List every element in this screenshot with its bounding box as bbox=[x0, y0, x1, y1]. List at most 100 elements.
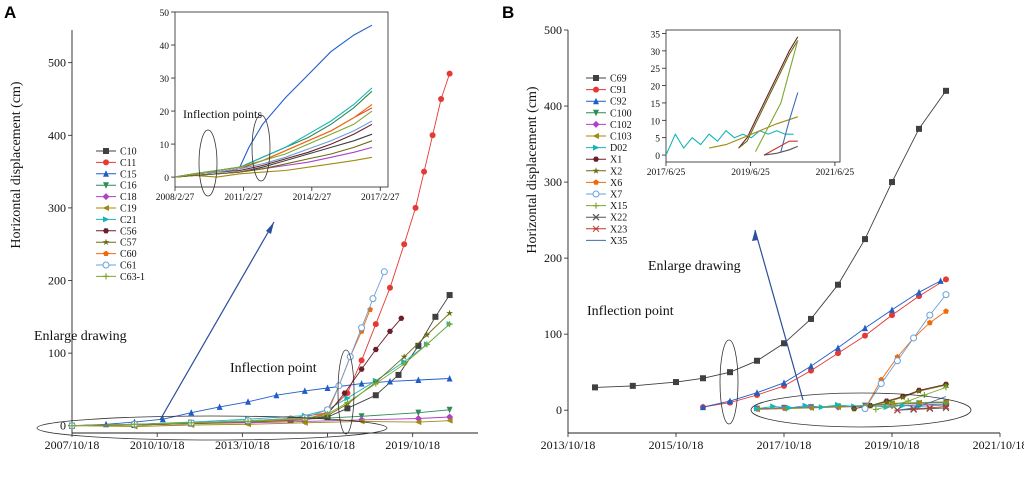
a-main-x-tick-label: 2007/10/18 bbox=[45, 438, 100, 452]
b-main-point-c92 bbox=[727, 397, 733, 405]
b-main-point-c92 bbox=[700, 403, 706, 411]
a-main-point-c11 bbox=[438, 95, 445, 102]
b-main-point-x15 bbox=[921, 391, 928, 398]
b-main-point-d02 bbox=[899, 402, 907, 409]
a-main-point-c15 bbox=[358, 380, 365, 387]
enlarge-arrow-b bbox=[754, 229, 804, 401]
b-main-point-x2 bbox=[867, 402, 874, 409]
inflection-ellipse-a bbox=[337, 349, 355, 435]
a-main-y-tick-label: 200 bbox=[48, 274, 66, 288]
b-main-point-x7 bbox=[942, 291, 950, 299]
legend-b-swatch-marker bbox=[593, 109, 599, 117]
legend-b-swatch-marker bbox=[593, 179, 599, 185]
b-main-point-c69 bbox=[916, 125, 922, 132]
legend-b-item-x22: X22 bbox=[586, 213, 627, 224]
b-main-point-x15 bbox=[889, 402, 895, 409]
enlarge-region-ellipse-b bbox=[750, 392, 972, 428]
chart-a-inset: 0 10 20 30 40 50 2008/2/27 2011/2/27 2014/2/27 20… bbox=[156, 9, 400, 203]
legend-b: C69C91C92C100C102C103D02X1X2X6X7X15X22X2… bbox=[586, 74, 632, 247]
b-main-point-x7 bbox=[877, 380, 885, 388]
legend-b-item-c92: C92 bbox=[586, 97, 627, 108]
a-main-point-c63-1 bbox=[446, 321, 453, 328]
b-main-point-c91 bbox=[943, 276, 949, 283]
legend-b-label: X15 bbox=[610, 201, 627, 212]
b-main-point-c92 bbox=[937, 277, 944, 284]
legend-b-label: C91 bbox=[610, 85, 627, 96]
b-main-point-d02 bbox=[770, 403, 777, 410]
legend-b-item-c103: C103 bbox=[586, 132, 632, 143]
b-inset-y-tick-label: 0 bbox=[655, 152, 660, 162]
legend-a-item-c19: C19 bbox=[96, 204, 137, 215]
a-main-point-c16 bbox=[446, 406, 453, 414]
b-inset-line-x2 bbox=[738, 40, 799, 149]
b-main-point-x7 bbox=[910, 334, 918, 342]
a-main-point-c19 bbox=[414, 419, 422, 426]
b-main-series-c91 bbox=[700, 276, 949, 411]
a-main-point-c61 bbox=[380, 268, 388, 276]
annotation-enlarge-drawing-a: Enlarge drawing bbox=[34, 329, 127, 344]
b-main-series-x35 bbox=[897, 396, 947, 411]
b-main-point-x7 bbox=[926, 311, 934, 319]
a-main-point-c15 bbox=[324, 384, 331, 391]
b-main-point-c69 bbox=[754, 357, 760, 364]
b-main-x-tick-label: 2015/10/18 bbox=[649, 438, 704, 452]
a-inset-plot-frame bbox=[174, 11, 389, 188]
b-main-y-tick-label: 300 bbox=[544, 175, 562, 189]
legend-b-label: X6 bbox=[610, 178, 622, 189]
a-main-point-c63-1 bbox=[245, 418, 252, 425]
a-main-point-c11 bbox=[421, 168, 428, 175]
a-main-point-c57 bbox=[446, 309, 453, 317]
b-inset-y-tick-label: 15 bbox=[651, 100, 661, 110]
a-main-x-tick-label: 2013/10/18 bbox=[215, 438, 270, 452]
a-main-point-c19 bbox=[446, 417, 453, 424]
enlarge-region-ellipse-a bbox=[36, 415, 388, 441]
legend-b-item-x23: X23 bbox=[586, 224, 627, 235]
b-main-x-tick-label: 2017/10/18 bbox=[757, 438, 812, 452]
a-inset-line-c61 bbox=[174, 120, 373, 178]
a-main-point-c21 bbox=[344, 395, 351, 402]
legend-b-label: C103 bbox=[610, 132, 632, 143]
b-inset-line-c103 bbox=[708, 116, 798, 149]
a-inset-x-tick-label: 2008/2/27 bbox=[156, 193, 195, 203]
b-main-point-x2 bbox=[915, 387, 923, 395]
a-main-point-c63-1 bbox=[131, 421, 138, 428]
b-inset-y-tick-label: 5 bbox=[655, 135, 660, 145]
b-inset-plot-frame bbox=[665, 29, 841, 163]
legend-b-swatch-marker bbox=[592, 213, 600, 221]
b-main-point-x15 bbox=[905, 398, 912, 405]
a-main-point-c63-1 bbox=[69, 422, 75, 429]
a-main-point-c10 bbox=[446, 292, 453, 299]
legend-b-swatch-marker bbox=[592, 133, 599, 139]
a-inset-y-tick-label: 0 bbox=[164, 174, 169, 184]
b-main-point-x7 bbox=[861, 405, 869, 413]
b-main-line-x35 bbox=[897, 396, 947, 411]
a-main-x-tick-label: 2016/10/18 bbox=[300, 438, 355, 452]
b-main-point-c103 bbox=[915, 399, 922, 406]
b-main-point-d02 bbox=[818, 404, 826, 411]
b-main-point-c91 bbox=[808, 367, 814, 374]
enlarge-arrowhead-b bbox=[752, 230, 758, 241]
a-main-point-c15 bbox=[188, 409, 195, 416]
a-main-point-c15 bbox=[386, 377, 393, 385]
legend-b-label: X23 bbox=[610, 224, 627, 235]
a-inset-series-c63-1 bbox=[174, 110, 373, 178]
b-main-point-c92 bbox=[808, 362, 814, 370]
b-inset-series-x2 bbox=[738, 40, 799, 149]
b-main-series-c92 bbox=[700, 277, 944, 411]
a-main-point-c15 bbox=[245, 398, 252, 405]
legend-b-label: C100 bbox=[610, 108, 632, 119]
a-main-point-c61 bbox=[358, 324, 366, 332]
a-main-point-c63-1 bbox=[423, 341, 430, 348]
legend-a-item-c15: C15 bbox=[96, 169, 137, 180]
b-main-point-x2 bbox=[850, 405, 858, 412]
legend-a-label: C60 bbox=[120, 249, 137, 260]
a-inset-series-c61 bbox=[174, 120, 373, 178]
b-main-x-tick-label: 2019/10/18 bbox=[865, 438, 920, 452]
legend-a-label: C15 bbox=[120, 169, 137, 180]
legend-b-item-c100: C100 bbox=[586, 108, 632, 119]
legend-b-label: X35 bbox=[610, 236, 627, 247]
legend-b-label: D02 bbox=[610, 143, 627, 154]
a-main-point-c15 bbox=[301, 387, 308, 394]
legend-b-label: X2 bbox=[610, 166, 622, 177]
